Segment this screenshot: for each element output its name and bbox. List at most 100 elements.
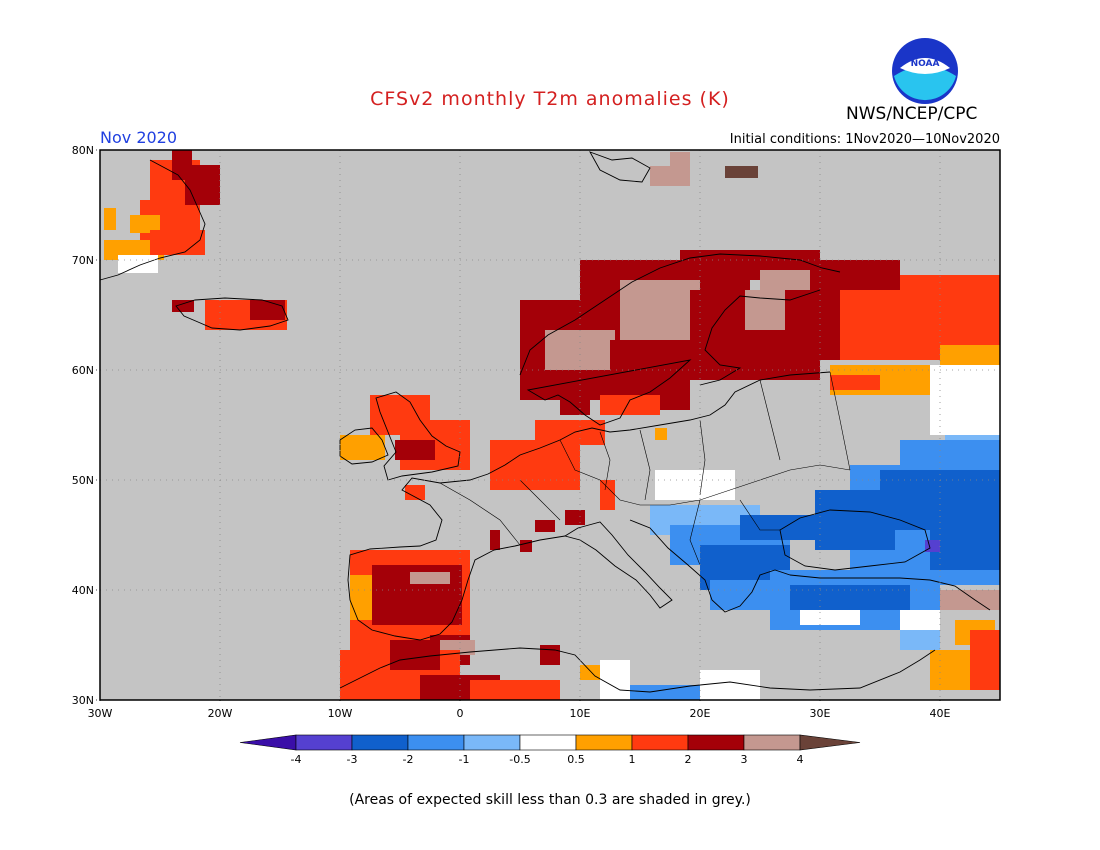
- north-europe-coast: [487, 371, 831, 475]
- anomaly-cell: [470, 680, 560, 700]
- colorbar-label: -1: [459, 753, 470, 766]
- anomaly-cell: [185, 165, 220, 205]
- anomaly-cell: [600, 480, 615, 510]
- anomaly-cell: [790, 585, 910, 610]
- scandinavia-coast: [519, 253, 841, 426]
- anomaly-cell: [520, 540, 532, 552]
- lat-tick-label: 60N: [72, 364, 94, 377]
- noaa-logo: NOAA: [892, 38, 958, 104]
- map-title: CFSv2 monthly T2m anomalies (K): [370, 88, 730, 110]
- anomaly-cell: [580, 665, 600, 680]
- north-africa-coast: [339, 647, 936, 693]
- anomaly-cell: [930, 365, 1000, 435]
- country-borders: [439, 371, 851, 566]
- latitude-labels: 30N 40N 50N 60N 70N 80N: [72, 144, 94, 707]
- anomaly-cells: [104, 150, 1000, 700]
- coastlines: [99, 151, 991, 693]
- anomaly-cell: [410, 572, 450, 584]
- anomaly-cell: [925, 540, 940, 552]
- colorbar: -4 -3 -2 -1 -0.5 0.5 1 2 3 4: [239, 734, 861, 766]
- colorbar-box: [407, 734, 465, 751]
- anomaly-cell: [620, 280, 700, 350]
- anomaly-cell: [350, 575, 372, 620]
- ireland-coast: [339, 427, 389, 465]
- colorbar-label: -3: [347, 753, 358, 766]
- lon-tick-label: 30W: [88, 707, 113, 720]
- lat-tick-label: 80N: [72, 144, 94, 157]
- anomaly-cell: [725, 166, 758, 178]
- britain-coast: [375, 391, 461, 481]
- lat-tick-label: 40N: [72, 584, 94, 597]
- anomaly-cell: [655, 470, 735, 500]
- anomaly-cell: [340, 435, 385, 460]
- lon-tick-label: 20E: [690, 707, 711, 720]
- anomaly-cell: [710, 580, 770, 610]
- anomaly-cell: [815, 490, 895, 550]
- valid-month-label: Nov 2020: [100, 128, 178, 147]
- black-sea-coast: [779, 509, 931, 571]
- anomaly-cell: [930, 650, 970, 690]
- anomaly-cell: [540, 645, 560, 665]
- anomaly-cell: [900, 275, 1000, 315]
- anomaly-cell: [600, 395, 660, 415]
- colorbar-label: 0.5: [567, 753, 585, 766]
- colorbar-label: -0.5: [509, 753, 530, 766]
- lat-tick-label: 70N: [72, 254, 94, 267]
- colorbar-box: [519, 734, 577, 751]
- lon-tick-label: 30E: [810, 707, 831, 720]
- anomaly-cell: [490, 440, 580, 490]
- lon-tick-label: 0: [457, 707, 464, 720]
- lon-tick-label: 10E: [570, 707, 591, 720]
- anomaly-cell: [940, 590, 1000, 610]
- noaa-logo-text: NOAA: [911, 59, 940, 69]
- colorbar-box: [463, 734, 521, 751]
- map-frame: [99, 149, 1001, 701]
- colorbar-arrow-low: [239, 734, 297, 751]
- greenland-coast: [99, 159, 206, 281]
- anomaly-cell: [565, 510, 585, 525]
- lat-tick-label: 30N: [72, 694, 94, 707]
- skill-footnote: (Areas of expected skill less than 0.3 a…: [349, 792, 751, 808]
- colorbar-label: -4: [291, 753, 302, 766]
- svalbard-coast: [589, 151, 651, 183]
- colorbar-box: [575, 734, 633, 751]
- colorbar-box: [743, 734, 801, 751]
- initial-conditions-label: Initial conditions: 1Nov2020—10Nov2020: [729, 132, 1000, 147]
- anomaly-cell: [150, 230, 205, 255]
- colorbar-label: -2: [403, 753, 414, 766]
- italy-coast: [563, 521, 673, 609]
- anomaly-cell: [655, 428, 667, 440]
- anomaly-cell: [250, 300, 285, 320]
- anomaly-cell: [560, 395, 590, 415]
- longitude-labels: 30W 20W 10W 0 10E 20E 30E 40E: [88, 707, 951, 720]
- colorbar-box: [295, 734, 353, 751]
- anomaly-cell: [172, 300, 194, 312]
- anomaly-cell: [930, 520, 1000, 570]
- anomaly-cell: [535, 420, 605, 445]
- colorbar-label: 1: [629, 753, 636, 766]
- anomaly-cell: [390, 640, 440, 670]
- anomaly-cell: [830, 375, 880, 390]
- anomaly-cell: [490, 530, 500, 550]
- anatolia-coast: [789, 574, 991, 611]
- anomaly-cell: [535, 520, 555, 532]
- colorbar-box: [631, 734, 689, 751]
- anomaly-cell: [900, 630, 940, 650]
- lat-tick-label: 50N: [72, 474, 94, 487]
- organization-label: NWS/NCEP/CPC: [846, 104, 978, 124]
- anomaly-cell: [800, 610, 860, 625]
- anomaly-map: 30N 40N 50N 60N 70N 80N 30W 20W 10W 0 10E 20E 30E 40…: [72, 144, 1001, 720]
- anomaly-cell: [405, 485, 425, 500]
- lon-tick-label: 10W: [328, 707, 353, 720]
- colorbar-label: 3: [741, 753, 748, 766]
- iceland-coast: [175, 297, 289, 331]
- anomaly-cell: [395, 440, 435, 460]
- lon-tick-label: 20W: [208, 707, 233, 720]
- anomaly-cell: [940, 345, 1000, 365]
- france-iberia-coast: [347, 473, 566, 641]
- anomaly-cell: [745, 290, 785, 330]
- map-gridlines: [96, 149, 1000, 704]
- lon-tick-label: 40E: [930, 707, 951, 720]
- colorbar-arrow-high: [799, 734, 861, 751]
- anomaly-cell: [104, 208, 116, 230]
